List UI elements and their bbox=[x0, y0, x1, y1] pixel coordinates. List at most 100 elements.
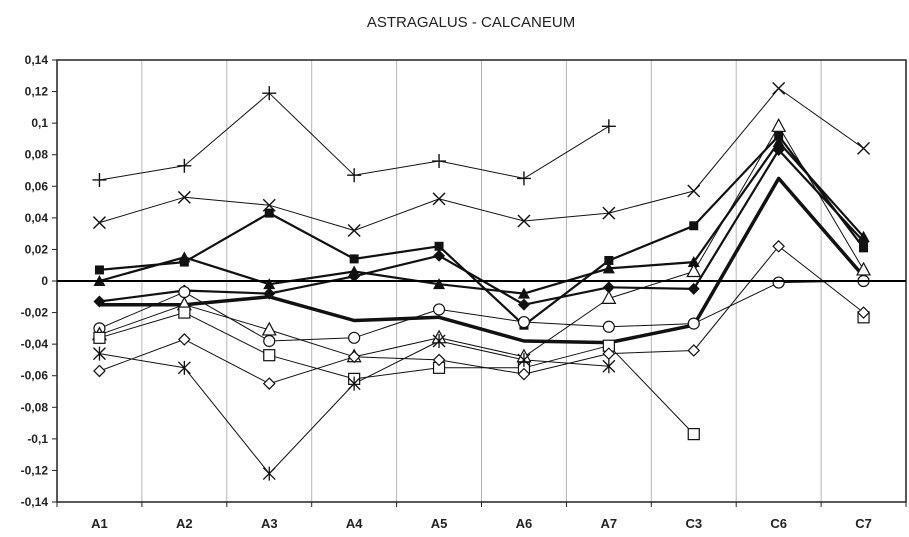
series-line bbox=[99, 245, 864, 385]
data-point bbox=[857, 235, 870, 248]
data-point bbox=[689, 221, 699, 231]
data-point bbox=[263, 334, 276, 348]
x-axis-tick-labels: A1 A2 A3 A4 A5 A6 A7 C3 C6 C7 bbox=[91, 516, 872, 531]
y-tick-label: -0,08 bbox=[21, 400, 49, 414]
data-point bbox=[687, 428, 700, 441]
data-point bbox=[772, 276, 785, 289]
x-tick-label: A5 bbox=[431, 516, 448, 531]
series-line bbox=[99, 125, 865, 358]
data-point bbox=[347, 376, 361, 391]
y-tick-label: -0,06 bbox=[21, 369, 49, 383]
data-point bbox=[177, 360, 191, 375]
y-tick-label: -0,04 bbox=[21, 337, 49, 351]
data-point bbox=[262, 377, 276, 390]
data-point bbox=[604, 255, 614, 265]
y-tick-label: -0,02 bbox=[21, 306, 49, 320]
data-point bbox=[602, 347, 616, 360]
data-point bbox=[178, 285, 191, 299]
data-point bbox=[517, 287, 530, 299]
x-tick-label: A4 bbox=[346, 516, 363, 531]
series-line bbox=[99, 87, 864, 231]
y-tick-label: 0,12 bbox=[25, 85, 49, 99]
data-point bbox=[686, 263, 702, 278]
data-point bbox=[771, 118, 787, 132]
series-line bbox=[99, 92, 610, 181]
y-tick-label: 0,14 bbox=[25, 53, 49, 67]
data-point bbox=[687, 282, 700, 295]
data-point bbox=[93, 364, 106, 378]
data-point bbox=[177, 158, 192, 173]
data-point bbox=[687, 344, 701, 357]
data-point bbox=[772, 143, 785, 156]
data-point bbox=[601, 119, 616, 134]
data-point bbox=[687, 317, 700, 330]
data-point bbox=[516, 171, 531, 186]
series-line bbox=[99, 134, 865, 327]
data-point bbox=[602, 320, 615, 333]
x-tick-label: C7 bbox=[855, 516, 872, 531]
data-point bbox=[92, 216, 106, 230]
y-tick-label: 0,08 bbox=[25, 148, 49, 162]
x-tick-label: A1 bbox=[91, 516, 108, 531]
y-tick-label: 0 bbox=[41, 274, 48, 288]
data-point bbox=[856, 261, 872, 276]
data-point bbox=[178, 251, 191, 263]
data-point bbox=[772, 239, 785, 253]
data-point bbox=[263, 287, 276, 300]
data-point bbox=[687, 256, 700, 268]
data-point bbox=[432, 353, 446, 367]
data-point bbox=[601, 290, 617, 304]
data-point bbox=[263, 278, 276, 290]
series-markers bbox=[91, 81, 872, 481]
y-tick-label: 0,02 bbox=[25, 242, 49, 256]
y-tick-label: -0,12 bbox=[21, 463, 49, 477]
x-tick-label: A7 bbox=[601, 516, 618, 531]
data-point bbox=[433, 249, 446, 262]
x-tick-label: C3 bbox=[685, 516, 702, 531]
data-point bbox=[432, 333, 446, 348]
series-line bbox=[99, 176, 865, 345]
data-point bbox=[857, 141, 871, 155]
y-tick-label: -0,1 bbox=[27, 432, 48, 446]
y-tick-label: 0,06 bbox=[25, 179, 49, 193]
x-tick-label: A3 bbox=[261, 516, 278, 531]
chart-title: ASTRAGALUS - CALCANEUM bbox=[367, 14, 575, 31]
data-point bbox=[347, 223, 361, 237]
data-point bbox=[517, 352, 531, 367]
data-point bbox=[433, 278, 446, 290]
data-point bbox=[348, 331, 361, 344]
x-tick-label: A2 bbox=[176, 516, 193, 531]
data-point bbox=[348, 270, 361, 283]
data-point bbox=[92, 172, 107, 187]
data-point bbox=[432, 303, 446, 316]
data-point bbox=[687, 184, 701, 198]
y-axis-tick-labels: -0,14 -0,12 -0,1 -0,08 -0,06 -0,04 -0,02 0 0,02 0… bbox=[21, 53, 49, 509]
data-point bbox=[602, 262, 615, 274]
data-point bbox=[93, 331, 106, 344]
data-point bbox=[347, 168, 362, 183]
series-line bbox=[99, 280, 864, 342]
data-point bbox=[774, 131, 784, 141]
data-point bbox=[517, 214, 531, 228]
data-point bbox=[178, 333, 191, 346]
data-point bbox=[434, 241, 444, 251]
data-point bbox=[857, 306, 870, 319]
data-point bbox=[177, 190, 191, 204]
data-point bbox=[432, 154, 447, 169]
axes bbox=[52, 59, 907, 507]
data-point bbox=[602, 206, 616, 220]
data-point bbox=[92, 346, 106, 361]
data-point bbox=[772, 136, 785, 148]
data-point bbox=[517, 315, 531, 329]
y-tick-label: 0,1 bbox=[31, 116, 48, 130]
data-point bbox=[178, 306, 191, 319]
data-point bbox=[432, 192, 446, 206]
data-point bbox=[602, 281, 615, 294]
data-point bbox=[93, 295, 106, 308]
x-tick-label: A6 bbox=[516, 516, 533, 531]
data-point bbox=[349, 254, 359, 264]
data-point bbox=[262, 86, 277, 101]
data-point bbox=[94, 265, 104, 275]
data-point bbox=[264, 208, 274, 218]
x-tick-label: C6 bbox=[770, 516, 787, 531]
